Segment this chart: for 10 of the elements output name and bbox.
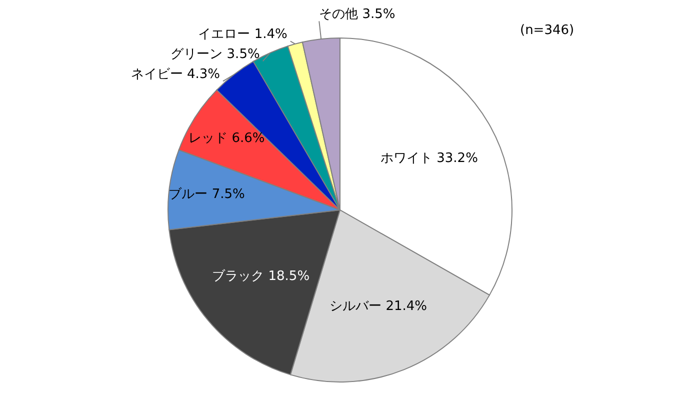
slice-label: シルバー 21.4%: [330, 298, 428, 314]
slice-label: その他 3.5%: [319, 7, 396, 22]
slice-label: ブルー 7.5%: [168, 186, 245, 202]
slice-label: ブラック 18.5%: [212, 269, 310, 284]
text: (n=346): [520, 23, 574, 38]
slice-label: イエロー 1.4%: [198, 27, 288, 42]
slice-label: ネイビー 4.3%: [130, 67, 220, 82]
slice-label: グリーン 3.5%: [170, 47, 260, 62]
slice-label: レッド 6.6%: [188, 131, 265, 146]
slice-label: ホワイト 33.2%: [380, 151, 478, 166]
